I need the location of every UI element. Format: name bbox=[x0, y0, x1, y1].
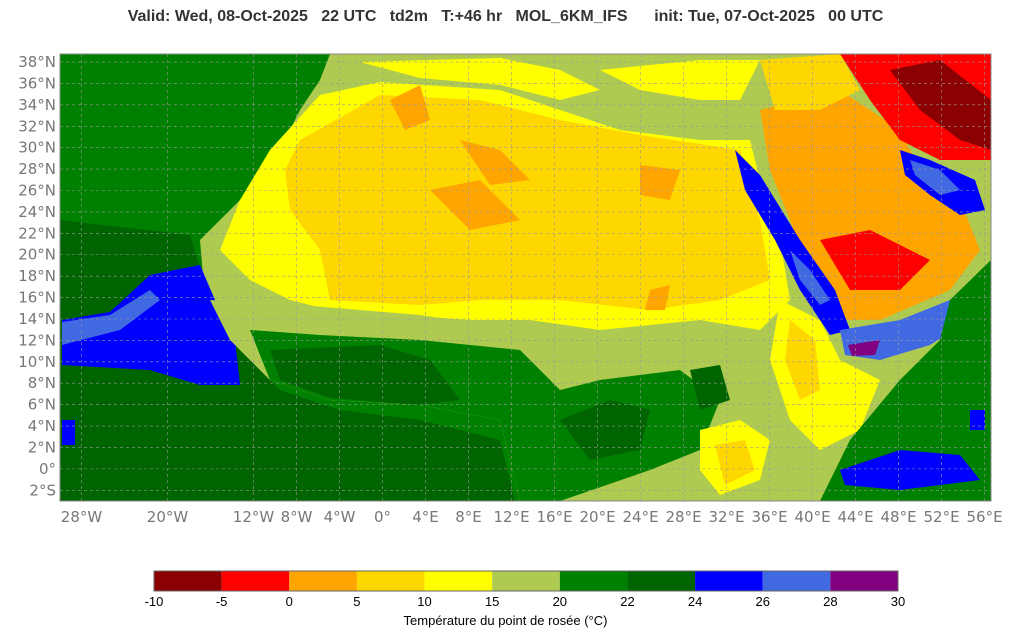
lon-tick-label: 16°E bbox=[536, 508, 572, 526]
lon-tick-label: 28°E bbox=[665, 508, 701, 526]
lat-tick-label: 38°N bbox=[18, 53, 56, 71]
map-field bbox=[60, 54, 991, 501]
lat-tick-label: 10°N bbox=[18, 353, 56, 371]
lat-tick-label: 6°N bbox=[28, 396, 56, 414]
lon-tick-label: 36°E bbox=[751, 508, 787, 526]
lon-tick-label: 8°E bbox=[455, 508, 482, 526]
lat-axis: 38°N 36°N 34°N 32°N 30°N 28°N 26°N 24°N 22°N 20°N… bbox=[18, 53, 56, 499]
lon-tick-label: 40°E bbox=[795, 508, 831, 526]
colorbar-tick-label: 28 bbox=[823, 594, 837, 609]
central-dark bbox=[270, 345, 460, 405]
colorbar-tick-label: 10 bbox=[417, 594, 431, 609]
colorbar-tick-label: 26 bbox=[755, 594, 769, 609]
lon-tick-label: 0° bbox=[374, 508, 391, 526]
colorbar-swatch bbox=[830, 571, 898, 591]
colorbar-swatch bbox=[695, 571, 763, 591]
colorbar-swatch bbox=[289, 571, 357, 591]
lon-tick-label: 52°E bbox=[924, 508, 960, 526]
colorbar-swatch bbox=[762, 571, 831, 591]
lon-tick-label: 12°W bbox=[233, 508, 275, 526]
lat-tick-label: 32°N bbox=[18, 117, 56, 135]
map-frame bbox=[59, 53, 992, 502]
arabia-red-south bbox=[820, 230, 930, 290]
colorbar-tick-label: 30 bbox=[891, 594, 905, 609]
colorbar-swatch bbox=[559, 571, 628, 591]
colorbar-tick-label: 15 bbox=[485, 594, 499, 609]
lon-tick-label: 20°W bbox=[147, 508, 189, 526]
colorbar-tick-label: 5 bbox=[353, 594, 360, 609]
lat-tick-label: 34°N bbox=[18, 96, 56, 114]
lat-tick-label: 12°N bbox=[18, 331, 56, 349]
lat-tick-label: 2°N bbox=[28, 438, 56, 456]
lat-tick-label: 22°N bbox=[18, 224, 56, 242]
lon-tick-label: 32°E bbox=[708, 508, 744, 526]
colorbar-swatch bbox=[492, 571, 560, 591]
colorbar-label: Température du point de rosée (°C) bbox=[403, 613, 608, 628]
lon-tick-label: 28°W bbox=[61, 508, 103, 526]
atlantic-blue bbox=[62, 265, 240, 385]
colorbar-tick-label: 20 bbox=[553, 594, 567, 609]
lat-tick-label: 4°N bbox=[28, 417, 56, 435]
lon-tick-label: 12°E bbox=[493, 508, 529, 526]
colorbar-tick-label: 0 bbox=[286, 594, 293, 609]
colorbar-swatch bbox=[424, 571, 493, 591]
lon-tick-label: 4°W bbox=[324, 508, 356, 526]
colorbar-swatch bbox=[627, 571, 696, 591]
lon-tick-label: 4°E bbox=[412, 508, 439, 526]
lon-tick-label: 24°E bbox=[622, 508, 658, 526]
lat-tick-label: 26°N bbox=[18, 182, 56, 200]
atlantic-royal bbox=[62, 290, 160, 345]
lon-tick-label: 56°E bbox=[967, 508, 1003, 526]
lon-axis: 28°W 20°W 12°W 8°W 4°W 0° 4°E 8°E 12°E 16°E 20°E 24… bbox=[61, 508, 1003, 526]
lat-tick-label: 16°N bbox=[18, 289, 56, 307]
lat-tick-label: 18°N bbox=[18, 267, 56, 285]
lat-tick-label: 36°N bbox=[18, 74, 56, 92]
colorbar-tick-label: 24 bbox=[688, 594, 702, 609]
sahara-gold bbox=[285, 95, 770, 310]
lat-tick-label: 2°S bbox=[29, 481, 56, 499]
lat-tick-label: 30°N bbox=[18, 139, 56, 157]
lon-tick-label: 48°E bbox=[881, 508, 917, 526]
lat-tick-label: 14°N bbox=[18, 310, 56, 328]
grid-lines bbox=[60, 54, 991, 501]
colorbar-swatch bbox=[356, 571, 425, 591]
lat-tick-label: 24°N bbox=[18, 203, 56, 221]
lon-tick-label: 44°E bbox=[838, 508, 874, 526]
lat-tick-label: 28°N bbox=[18, 160, 56, 178]
lon-tick-label: 20°E bbox=[579, 508, 615, 526]
lat-tick-label: 0° bbox=[39, 460, 56, 478]
colorbar-tick-label: -5 bbox=[216, 594, 228, 609]
map-title: Valid: Wed, 08-Oct-2025 22 UTC td2m T:+4… bbox=[127, 8, 884, 25]
colorbar-tick-label: 22 bbox=[620, 594, 634, 609]
lat-tick-label: 20°N bbox=[18, 246, 56, 264]
colorbar-swatch bbox=[221, 571, 290, 591]
colorbar-tick-label: -10 bbox=[145, 594, 164, 609]
lat-tick-label: 8°N bbox=[28, 374, 56, 392]
colorbar: -10 -5 0 5 10 15 20 22 24 26 28 30 bbox=[145, 570, 905, 609]
lon-tick-label: 8°W bbox=[281, 508, 313, 526]
indian-ocean bbox=[820, 260, 991, 501]
colorbar-swatch bbox=[154, 571, 222, 591]
colorbar-frame bbox=[153, 570, 899, 592]
